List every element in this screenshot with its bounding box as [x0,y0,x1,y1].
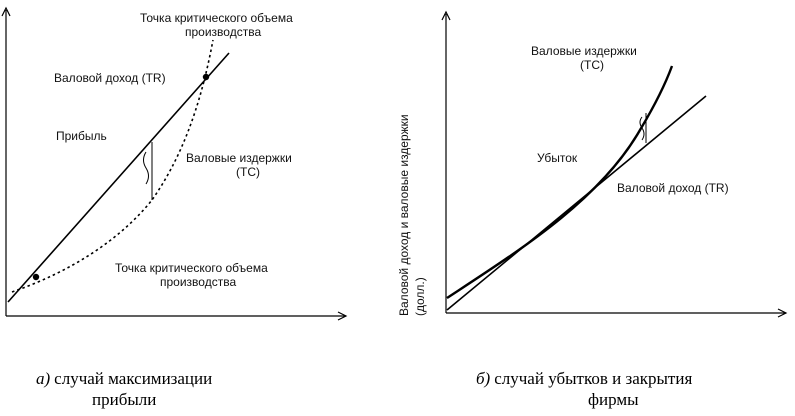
panel-a-profit-brace [143,151,149,185]
panel-b-x-axis-arrow [777,308,788,318]
panel-a-caption-text1: случай максимизации [54,369,212,388]
panel-b-tc-curve [446,65,674,300]
panel-a-label-critical-bottom-2: производства [160,275,236,289]
panel-a-tc-curve [11,39,214,293]
panel-b-y-axis-arrow [441,10,451,21]
panel-a-y-axis-arrow [1,6,11,17]
panel-b: Валовые издержки (TC) Убыток Валовой дох… [397,10,788,409]
panel-a-label-costs-2: (TC) [236,165,260,179]
panel-a-x-axis-arrow [337,311,348,321]
panel-b-label-costs-1: Валовые издержки [531,44,637,58]
panel-b-y-axis-label-2: (долл.) [413,277,427,316]
panel-a-label-critical-bottom-1: Точка критического объема [115,261,268,275]
panel-a-label-critical-top-2: производства [185,25,261,39]
panel-a: Точка критического объема производства В… [1,6,348,409]
panel-b-y-axis-label-1: Валовой доход и валовые издержки [397,114,411,316]
panel-b-tr-line [446,95,707,311]
panel-a-tr-line [7,52,230,303]
panel-b-caption-line2: фирмы [588,390,639,409]
panel-a-label-critical-top-1: Точка критического объема [140,11,293,25]
panel-a-caption-line1: а) случай максимизации [36,369,212,388]
panel-a-label-profit: Прибыль [56,129,107,143]
panel-b-caption-line1: б) случай убытков и закрытия [476,369,692,388]
panel-a-label-costs-1: Валовые издержки [186,151,292,165]
panel-b-loss-brace [639,116,645,141]
panel-a-label-revenue: Валовой доход (TR) [54,71,166,85]
panel-b-caption-letter: б) [476,369,491,388]
panel-a-breakeven-high [202,73,210,81]
panel-a-caption-line2: прибыли [92,390,156,409]
panel-b-label-costs-2: (TC) [580,58,604,72]
panel-b-caption-text1: случай убытков и закрытия [494,369,692,388]
panel-a-caption-letter: а) [36,369,51,388]
panel-b-label-revenue: Валовой доход (TR) [617,181,729,195]
panel-a-breakeven-low [32,273,40,281]
panel-b-label-loss: Убыток [537,151,578,165]
